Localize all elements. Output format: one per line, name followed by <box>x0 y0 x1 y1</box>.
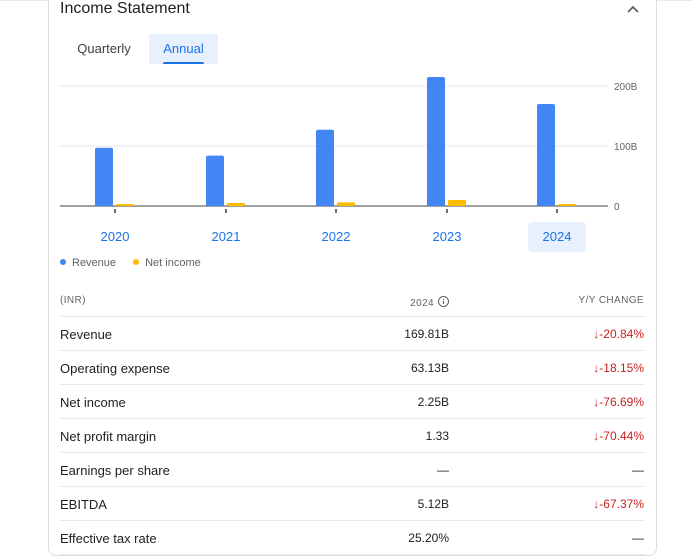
card-title: Income Statement <box>60 0 190 17</box>
header-year: 2024 <box>410 295 449 309</box>
info-icon[interactable] <box>438 296 449 307</box>
income-table: (INR) 2024 Y/Y CHANGE Revenue 169.81B ↓-20… <box>60 288 645 555</box>
year-label-2021[interactable]: 2021 <box>211 229 241 244</box>
net-income-bar <box>558 204 576 206</box>
row-label: Operating expense <box>60 361 170 376</box>
row-value: 5.12B <box>417 497 449 511</box>
row-label: Earnings per share <box>60 463 170 478</box>
year-label-2024[interactable]: 2024 <box>528 222 586 252</box>
year-label-2020[interactable]: 2020 <box>100 229 130 244</box>
table-row: Effective tax rate 25.20% — <box>60 521 645 555</box>
row-change: ↓-18.15% <box>593 361 644 375</box>
revenue-bar <box>316 129 334 206</box>
revenue-bar <box>537 104 555 206</box>
tab-quarterly[interactable]: Quarterly <box>77 41 131 56</box>
header-currency: (INR) <box>60 295 86 306</box>
table-row: Operating expense 63.13B ↓-18.15% <box>60 351 645 385</box>
legend-label-revenue: Revenue <box>72 257 117 269</box>
chart-legend: Revenue Net income <box>60 257 201 269</box>
row-label: Net profit margin <box>60 429 157 444</box>
row-value: 63.13B <box>410 361 449 375</box>
net-income-bar <box>337 202 355 206</box>
year-label-2023[interactable]: 2023 <box>432 229 462 244</box>
table-header: (INR) 2024 Y/Y CHANGE <box>60 288 645 317</box>
income-bar-chart: 0 100B 200B <box>60 77 638 213</box>
row-value: — <box>437 463 449 477</box>
header-year-label: 2024 <box>410 298 434 309</box>
header-change: Y/Y CHANGE <box>578 295 644 306</box>
tab-annual-label: Annual <box>163 41 204 56</box>
net-income-bar <box>116 204 134 206</box>
row-label: Revenue <box>60 327 113 342</box>
net-income-dot-icon <box>133 259 140 266</box>
revenue-bar <box>95 147 113 206</box>
income-statement-card <box>48 0 657 556</box>
revenue-dot-icon <box>60 259 66 266</box>
row-change: ↓-76.69% <box>593 395 644 409</box>
row-value: 25.20% <box>408 531 449 545</box>
row-change: ↓-20.84% <box>593 327 644 341</box>
row-change: ↓-70.44% <box>593 429 644 443</box>
row-label: EBITDA <box>60 497 107 512</box>
table-row: Net profit margin 1.33 ↓-70.44% <box>60 419 645 453</box>
row-change: ↓-67.37% <box>593 497 644 511</box>
legend-item-revenue: Revenue <box>60 257 116 269</box>
row-value: 1.33 <box>425 429 449 443</box>
net-income-bar <box>448 200 466 206</box>
tab-annual[interactable]: Annual <box>149 34 218 64</box>
table-row: EBITDA 5.12B ↓-67.37% <box>60 487 645 521</box>
y-tick-label: 200B <box>614 82 638 93</box>
row-label: Effective tax rate <box>60 531 157 546</box>
row-value: 2.25B <box>417 395 449 409</box>
year-label-2022[interactable]: 2022 <box>321 229 351 244</box>
row-change: — <box>632 463 644 477</box>
chevron-up-icon[interactable] <box>624 2 642 16</box>
row-change: — <box>632 531 644 545</box>
table-row: Revenue 169.81B ↓-20.84% <box>60 317 645 351</box>
legend-label-net-income: Net income <box>145 257 201 269</box>
legend-item-net-income: Net income <box>133 257 201 269</box>
row-value: 169.81B <box>404 327 449 341</box>
net-income-bar <box>227 203 245 206</box>
revenue-bar <box>427 77 445 206</box>
y-tick-label: 100B <box>614 142 638 153</box>
y-tick-label: 0 <box>614 202 620 213</box>
tab-selected-indicator <box>163 62 204 64</box>
table-row: Earnings per share — — <box>60 453 645 487</box>
row-label: Net income <box>60 395 126 410</box>
revenue-bar <box>206 155 224 206</box>
table-row: Net income 2.25B ↓-76.69% <box>60 385 645 419</box>
